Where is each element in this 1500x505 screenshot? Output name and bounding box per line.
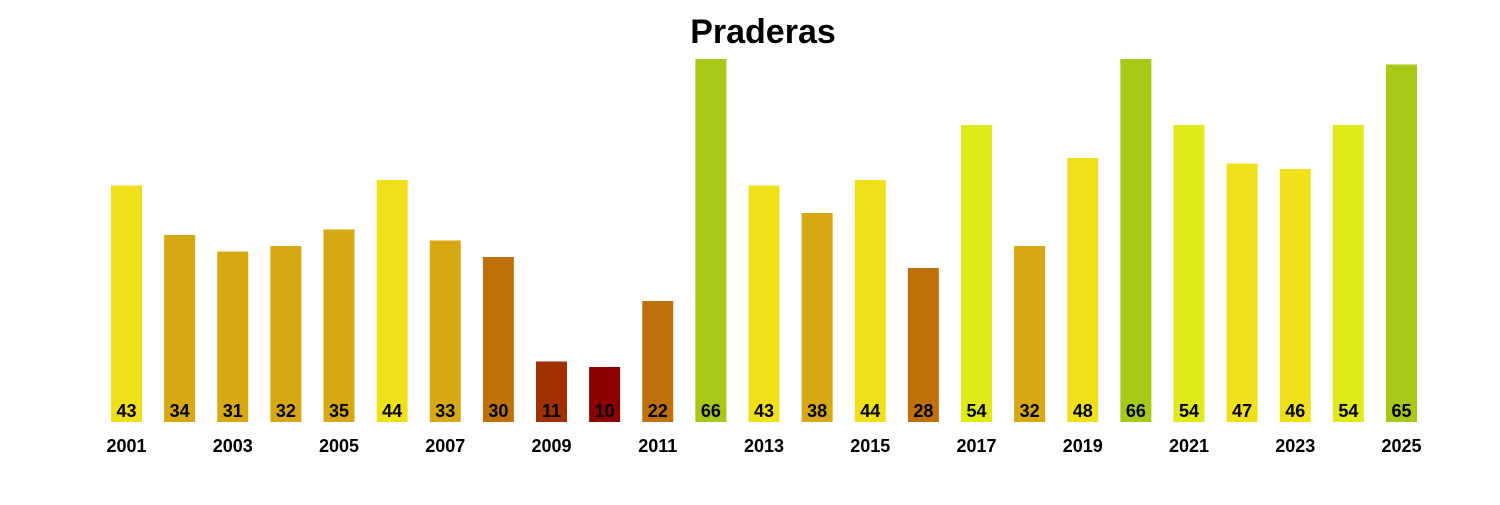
bar-2007 (429, 240, 461, 422)
x-tick-label-2019: 2019 (1063, 436, 1103, 456)
value-labels-layer: 43 34 31 32 35 44 33 30 11 10 22 66 43 38 44 28 54 32 48 66… (116, 401, 1411, 421)
value-label-2017: 54 (966, 401, 986, 421)
bar-2018 (1014, 246, 1046, 422)
x-tick-label-2009: 2009 (531, 436, 571, 456)
x-tick-label-2017: 2017 (956, 436, 996, 456)
bar-2014 (801, 213, 833, 422)
value-label-2004: 32 (276, 401, 296, 421)
bar-2001 (111, 185, 142, 422)
value-label-2011: 22 (648, 401, 668, 421)
value-label-2021: 54 (1179, 401, 1199, 421)
value-label-2019: 48 (1073, 401, 1093, 421)
bar-2004 (270, 246, 302, 422)
value-label-2018: 32 (1020, 401, 1040, 421)
bar-2003 (217, 251, 249, 422)
x-tick-labels-layer: 2001 2003 2005 2007 2009 2011 2013 2015 2017 2019… (106, 436, 1421, 456)
bars-layer (111, 59, 1417, 422)
bar-2010 (589, 367, 621, 422)
bar-2009 (536, 361, 567, 422)
bar-2008 (482, 257, 514, 422)
x-tick-label-2001: 2001 (106, 436, 146, 456)
value-label-2010: 10 (595, 401, 615, 421)
bar-2013 (748, 185, 780, 422)
value-label-2001: 43 (116, 401, 136, 421)
x-tick-label-2011: 2011 (638, 436, 677, 456)
value-label-2025: 65 (1391, 401, 1411, 421)
x-tick-label-2007: 2007 (425, 436, 465, 456)
bar-2021 (1173, 125, 1205, 422)
bar-2025 (1386, 64, 1417, 422)
value-label-2012: 66 (701, 401, 721, 421)
bar-2016 (907, 268, 939, 422)
value-label-2005: 35 (329, 401, 349, 421)
value-label-2009: 11 (542, 401, 561, 421)
bar-2023 (1279, 169, 1311, 422)
bar-2015 (854, 180, 886, 422)
x-tick-label-2015: 2015 (850, 436, 890, 456)
value-label-2022: 47 (1232, 401, 1252, 421)
value-label-2007: 33 (435, 401, 455, 421)
value-label-2008: 30 (488, 401, 508, 421)
bar-2024 (1332, 125, 1364, 422)
bar-2006 (376, 180, 408, 422)
bar-2017 (961, 125, 992, 422)
x-tick-label-2023: 2023 (1275, 436, 1315, 456)
x-tick-label-2013: 2013 (744, 436, 784, 456)
x-tick-label-2005: 2005 (319, 436, 359, 456)
chart-title: Praderas (690, 13, 836, 51)
bar-2022 (1226, 163, 1258, 422)
x-tick-label-2025: 2025 (1381, 436, 1421, 456)
value-label-2013: 43 (754, 401, 774, 421)
bar-2005 (323, 229, 355, 422)
x-tick-label-2021: 2021 (1169, 436, 1209, 456)
bar-2020 (1120, 59, 1152, 422)
x-tick-label-2003: 2003 (213, 436, 253, 456)
value-label-2015: 44 (860, 401, 880, 421)
value-label-2016: 28 (913, 401, 933, 421)
value-label-2024: 54 (1338, 401, 1358, 421)
value-label-2014: 38 (807, 401, 827, 421)
bar-2002 (164, 235, 196, 422)
value-label-2020: 66 (1126, 401, 1146, 421)
value-label-2023: 46 (1285, 401, 1305, 421)
bar-2012 (695, 59, 727, 422)
bar-2011 (642, 301, 674, 422)
value-label-2002: 34 (170, 401, 190, 421)
bar-2019 (1067, 158, 1099, 422)
value-label-2006: 44 (382, 401, 402, 421)
value-label-2003: 31 (223, 401, 243, 421)
